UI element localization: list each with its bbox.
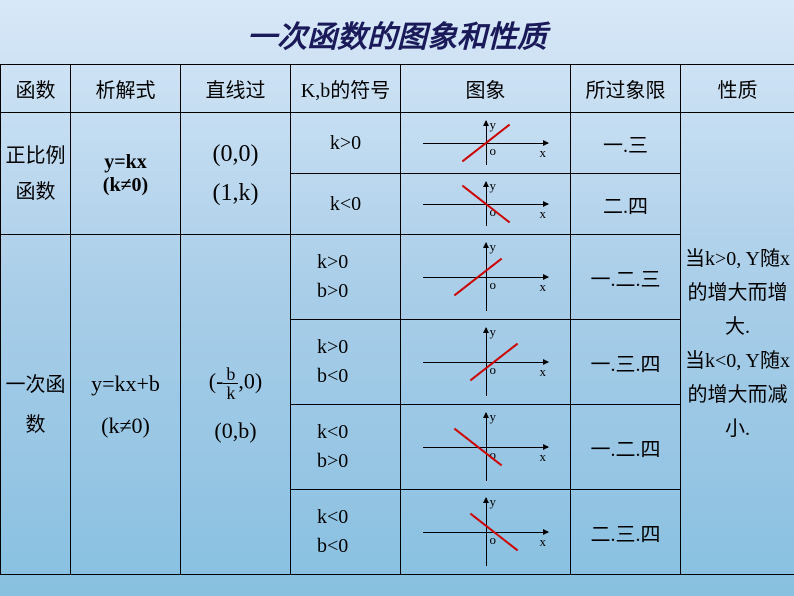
graph-4: yxo xyxy=(401,320,571,405)
graph-2: yxo xyxy=(401,174,571,235)
kb-6: k<0b<0 xyxy=(291,490,401,575)
graph-3: yxo xyxy=(401,235,571,320)
graph-5: yxo xyxy=(401,405,571,490)
properties-table: 函数 析解式 直线过 K,b的符号 图象 所过象限 性质 正比例函数 y=kx … xyxy=(0,64,794,575)
prop-row-1: 正比例函数 y=kx (k≠0) (0,0) (1,k) k>0 yxo 一.三… xyxy=(1,113,794,174)
col-graph: 图象 xyxy=(401,65,571,113)
property-text: 当k>0, Y随x的增大而增大. 当k<0, Y随x的增大而减小. xyxy=(681,113,794,575)
col-fn: 函数 xyxy=(1,65,71,113)
quad-6: 二.三.四 xyxy=(571,490,681,575)
quad-1: 一.三 xyxy=(571,113,681,174)
quad-2: 二.四 xyxy=(571,174,681,235)
quad-5: 一.二.四 xyxy=(571,405,681,490)
kb-2: k<0 xyxy=(291,174,401,235)
prop-passes: (0,0) (1,k) xyxy=(181,113,291,235)
lin-label: 一次函数 xyxy=(1,235,71,575)
col-prop: 性质 xyxy=(681,65,794,113)
prop-label: 正比例函数 xyxy=(1,113,71,235)
quad-3: 一.二.三 xyxy=(571,235,681,320)
page-title: 一次函数的图象和性质 xyxy=(0,0,794,64)
graph-1: yxo xyxy=(401,113,571,174)
lin-formula: y=kx+b(k≠0) xyxy=(71,235,181,575)
kb-4: k>0b<0 xyxy=(291,320,401,405)
graph-6: yxo xyxy=(401,490,571,575)
kb-5: k<0b>0 xyxy=(291,405,401,490)
prop-formula: y=kx (k≠0) xyxy=(71,113,181,235)
col-formula: 析解式 xyxy=(71,65,181,113)
col-passes: 直线过 xyxy=(181,65,291,113)
quad-4: 一.三.四 xyxy=(571,320,681,405)
col-kb: K,b的符号 xyxy=(291,65,401,113)
header-row: 函数 析解式 直线过 K,b的符号 图象 所过象限 性质 xyxy=(1,65,794,113)
lin-row-1: 一次函数 y=kx+b(k≠0) (-bk,0) (0,b) k>0b>0 yx… xyxy=(1,235,794,320)
lin-passes: (-bk,0) (0,b) xyxy=(181,235,291,575)
col-quad: 所过象限 xyxy=(571,65,681,113)
kb-3: k>0b>0 xyxy=(291,235,401,320)
kb-1: k>0 xyxy=(291,113,401,174)
